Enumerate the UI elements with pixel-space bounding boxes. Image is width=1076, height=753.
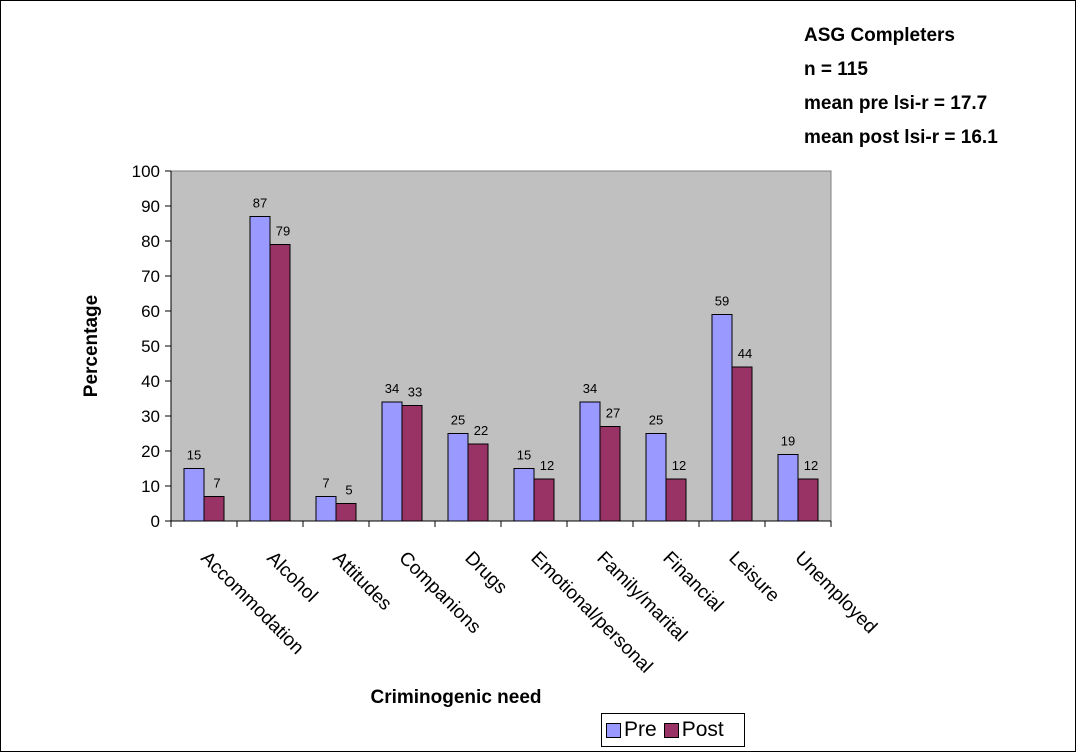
bar-post-companions [401, 405, 423, 522]
y-tick-label-20: 20 [141, 442, 160, 461]
data-label-post-accommodation: 7 [213, 476, 220, 491]
bar-post-financial [665, 478, 687, 522]
data-label-post-attitudes: 5 [345, 483, 352, 498]
annotation-mean-pre: mean pre lsi-r = 17.7 [804, 93, 988, 114]
data-label-pre-financial: 25 [649, 413, 663, 428]
x-tick-label-unemployed: Unemployed [790, 548, 880, 638]
legend-swatch-post [663, 722, 679, 738]
bar-pre-family-marital [579, 401, 601, 522]
y-tick-label-10: 10 [141, 477, 160, 496]
y-axis-title: Percentage [81, 295, 102, 397]
bar-pre-companions [381, 401, 403, 522]
bar-pre-financial [645, 433, 667, 522]
data-label-post-emotional-personal: 12 [540, 458, 554, 473]
y-tick-label-0: 0 [151, 512, 160, 531]
y-tick-label-100: 100 [132, 162, 160, 181]
y-tick-label-90: 90 [141, 197, 160, 216]
data-label-pre-companions: 34 [385, 381, 399, 396]
annotation-sample-size: n = 115 [804, 59, 868, 80]
data-label-pre-leisure: 59 [715, 294, 729, 309]
data-label-post-financial: 12 [672, 458, 686, 473]
x-tick-label-emotional-personal: Emotional/personal [526, 548, 656, 678]
y-tick-label-80: 80 [141, 232, 160, 251]
x-tick-label-financial: Financial [658, 548, 727, 617]
bar-post-emotional-personal [533, 478, 555, 522]
bar-post-leisure [731, 366, 753, 522]
y-tick-label-30: 30 [141, 407, 160, 426]
bar-pre-emotional-personal [513, 468, 535, 522]
bar-post-attitudes [335, 503, 357, 522]
x-tick-label-drugs: Drugs [460, 548, 511, 599]
legend-item-post: Post [663, 718, 724, 742]
legend-swatch-pre [606, 722, 621, 738]
data-label-pre-emotional-personal: 15 [517, 448, 531, 463]
x-tick-label-attitudes: Attitudes [328, 548, 395, 615]
data-label-post-leisure: 44 [738, 346, 752, 361]
y-tick-label-50: 50 [141, 337, 160, 356]
x-tick-label-alcohol: Alcohol [262, 548, 321, 607]
data-label-pre-attitudes: 7 [322, 476, 329, 491]
annotation-mean-post: mean post lsi-r = 16.1 [804, 127, 998, 148]
data-label-pre-alcohol: 87 [253, 196, 267, 211]
data-label-pre-drugs: 25 [451, 413, 465, 428]
x-tick-label-leisure: Leisure [724, 548, 783, 607]
bar-pre-alcohol [249, 216, 271, 522]
legend-label-pre: Pre [624, 718, 657, 741]
data-label-post-unemployed: 12 [804, 458, 818, 473]
bar-post-family-marital [599, 426, 621, 522]
legend-label-post: Post [681, 718, 724, 741]
y-tick-label-40: 40 [141, 372, 160, 391]
bar-post-unemployed [797, 478, 819, 522]
annotation-title: ASG Completers [804, 25, 955, 46]
x-axis-title: Criminogenic need [370, 687, 541, 708]
bar-post-accommodation [203, 496, 225, 522]
data-label-pre-unemployed: 19 [781, 434, 795, 449]
bar-pre-leisure [711, 314, 733, 522]
bar-post-alcohol [269, 244, 291, 522]
y-tick-label-60: 60 [141, 302, 160, 321]
legend-item-pre: Pre [606, 718, 657, 742]
bar-pre-unemployed [777, 454, 799, 522]
data-label-pre-family-marital: 34 [583, 381, 597, 396]
data-label-post-alcohol: 79 [276, 224, 290, 239]
data-label-pre-accommodation: 15 [187, 448, 201, 463]
bar-pre-accommodation [183, 468, 205, 522]
data-label-post-drugs: 22 [474, 423, 488, 438]
bar-post-drugs [467, 443, 489, 522]
legend: Pre Post [601, 713, 745, 747]
bar-pre-drugs [447, 433, 469, 522]
bar-pre-attitudes [315, 496, 337, 522]
data-label-post-companions: 33 [408, 385, 422, 400]
y-tick-label-70: 70 [141, 267, 160, 286]
data-label-post-family-marital: 27 [606, 406, 620, 421]
